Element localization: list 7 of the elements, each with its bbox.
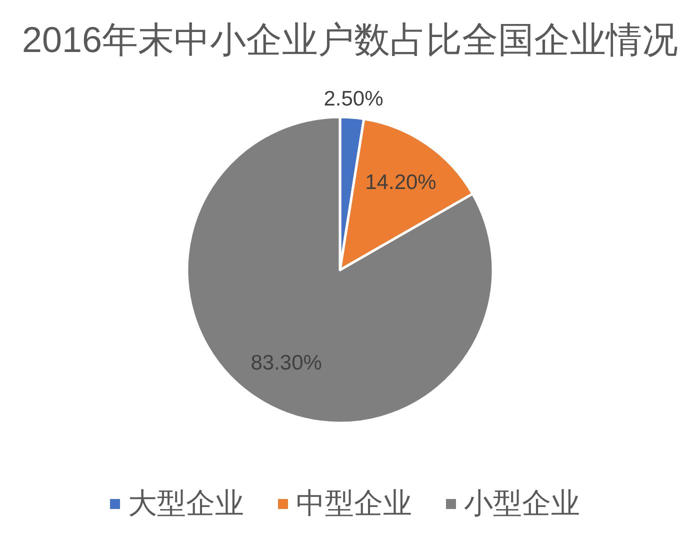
legend-label: 中型企业 (296, 488, 412, 520)
data-label: 83.30% (250, 352, 322, 375)
chart-title: 2016年末中小企业户数占比全国企业情况 (22, 19, 678, 60)
data-label: 2.50% (324, 88, 384, 111)
legend-label: 小型企业 (464, 488, 580, 520)
legend-label: 大型企业 (128, 488, 244, 520)
data-label: 14.20% (365, 170, 436, 194)
